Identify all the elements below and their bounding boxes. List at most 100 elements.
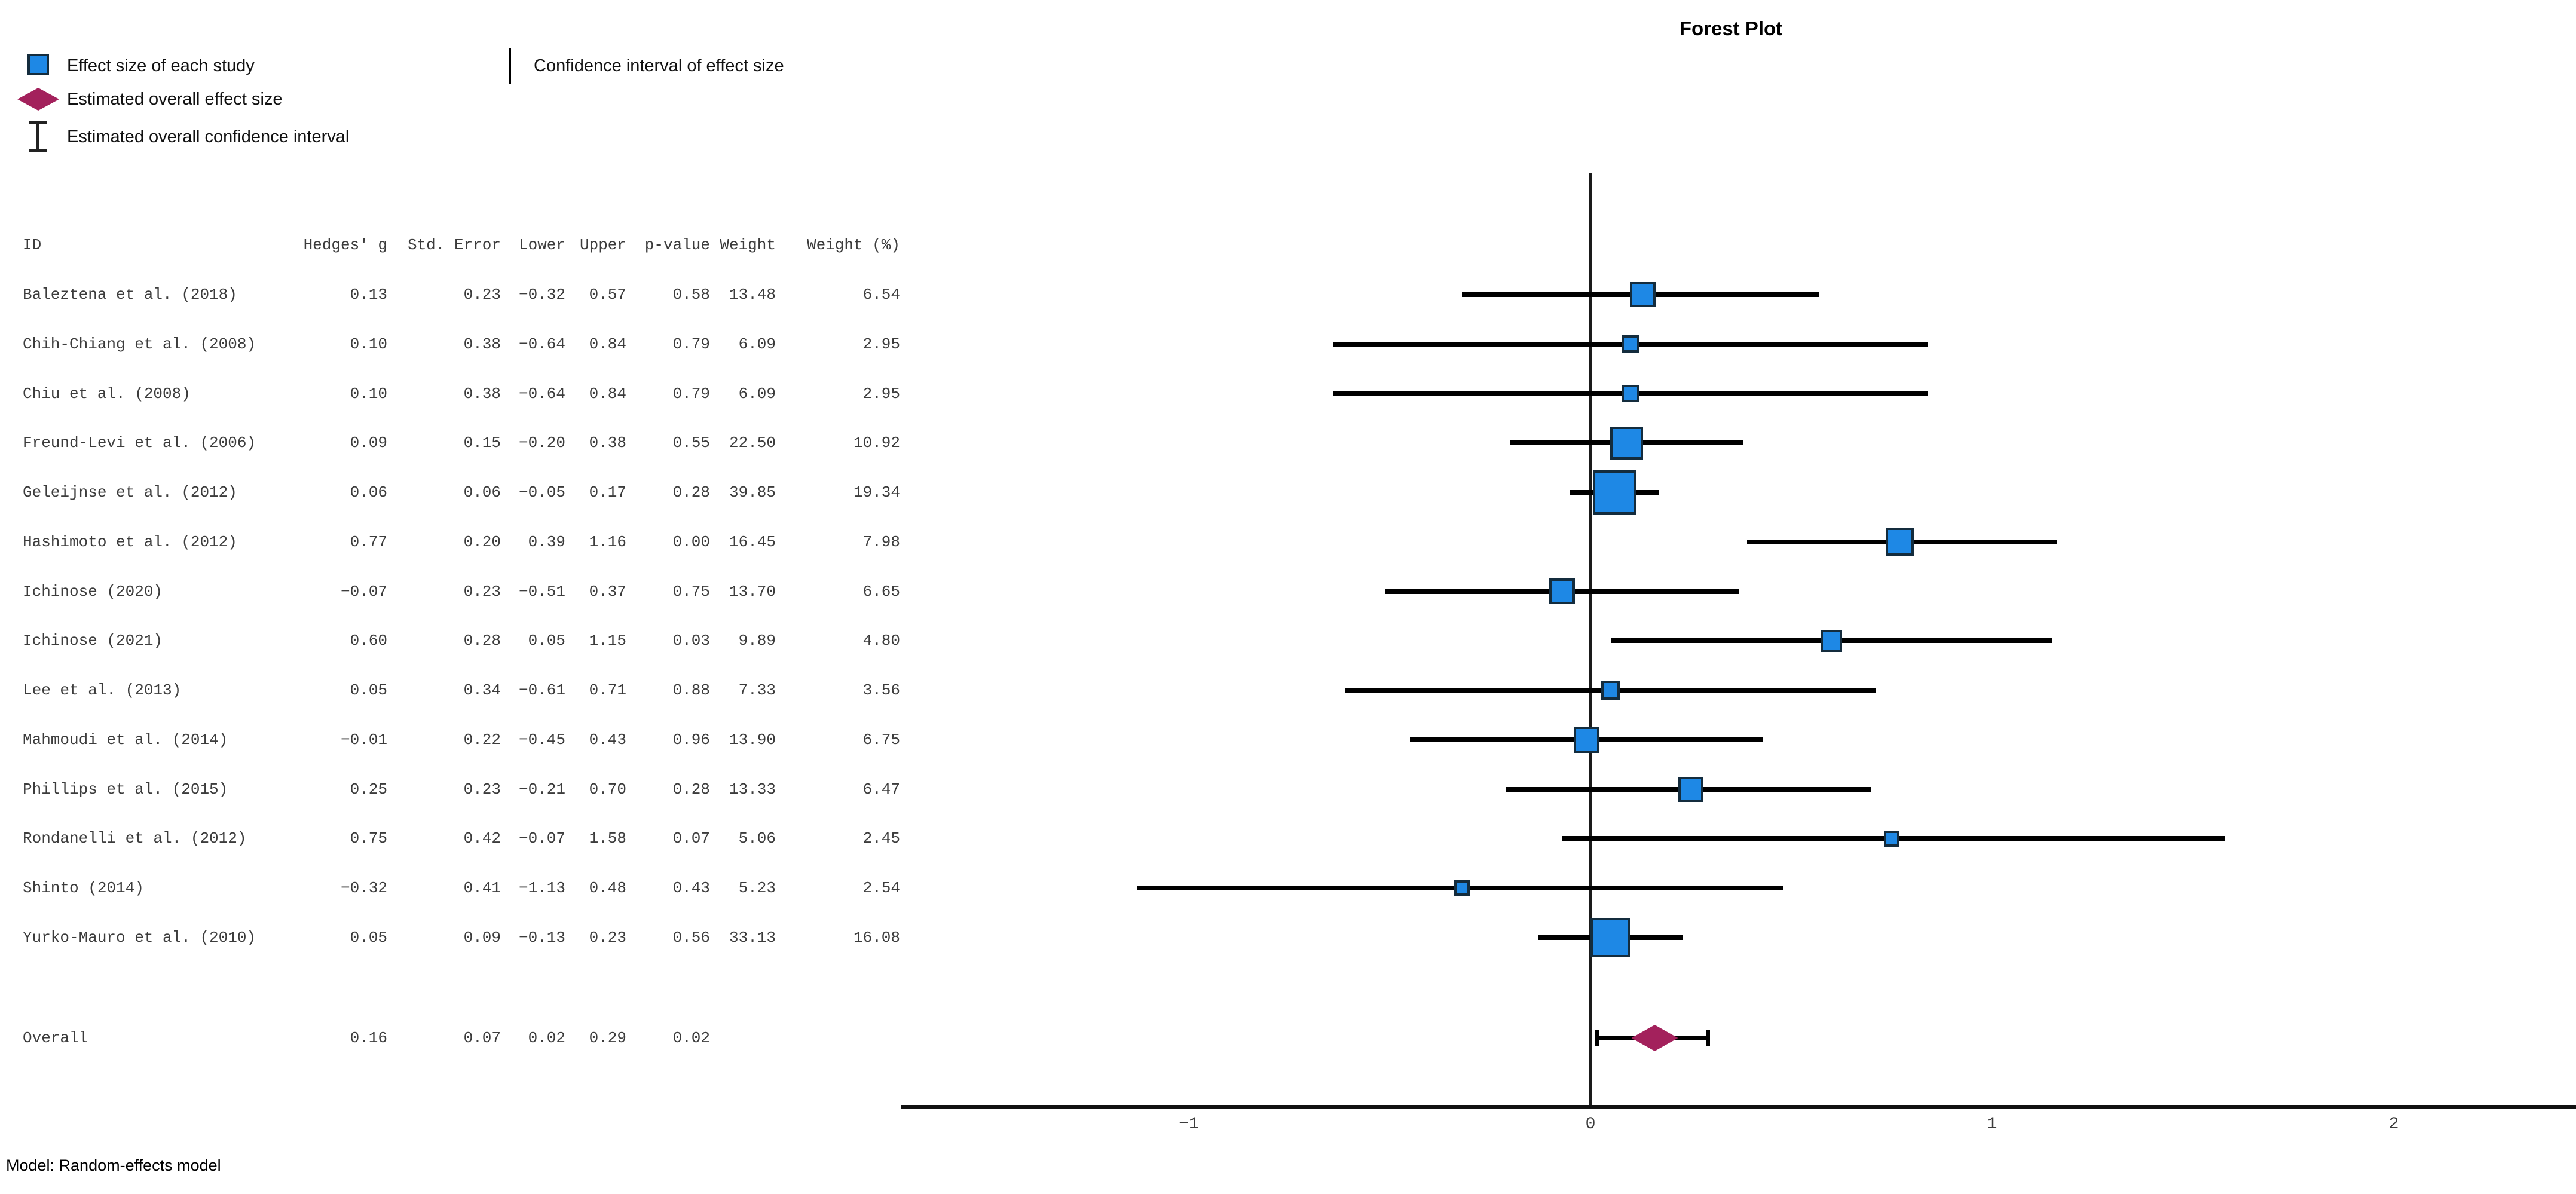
overall-ci-ibeam-icon <box>27 121 48 152</box>
zero-reference-line <box>1589 173 1592 1107</box>
table-cell: −0.61 <box>518 681 565 700</box>
table-cell: 0.39 <box>528 532 565 551</box>
table-cell: 0.20 <box>463 532 501 551</box>
table-cell: Hashimoto et al. (2012) <box>23 532 237 551</box>
column-header-id: ID <box>23 236 42 254</box>
study-effect-square <box>1630 281 1656 308</box>
confidence-interval-line-icon <box>509 48 511 84</box>
overall-ci-right-cap <box>1706 1030 1710 1046</box>
table-row: Geleijnse et al. (2012) 0.06 0.06 −0.05 0.17… <box>23 480 901 504</box>
table-row: Chiu et al. (2008) 0.10 0.38 −0.64 0.84 0.79 6… <box>23 382 901 406</box>
table-cell: 0.23 <box>463 780 501 798</box>
table-cell: 6.09 <box>738 384 776 403</box>
overall-diamond <box>1631 1025 1678 1051</box>
table-cell: Rondanelli et al. (2012) <box>23 829 247 848</box>
table-cell: 0.79 <box>672 384 710 403</box>
table-cell: Mahmoudi et al. (2014) <box>23 730 228 749</box>
table-cell: 0.29 <box>589 1029 626 1047</box>
table-cell: 33.13 <box>729 929 776 947</box>
table-cell: 0.28 <box>672 483 710 502</box>
table-cell: 0.38 <box>463 335 501 353</box>
table-cell: −0.32 <box>340 879 387 898</box>
study-effect-square <box>1592 470 1636 515</box>
table-cell: 0.96 <box>672 730 710 749</box>
table-cell: −0.01 <box>340 730 387 749</box>
table-cell: −0.51 <box>518 582 565 601</box>
study-effect-square <box>1885 528 1914 556</box>
x-axis-line <box>901 1105 2576 1109</box>
table-cell: 0.16 <box>350 1029 387 1047</box>
study-effect-square <box>1573 727 1599 753</box>
table-cell: 0.10 <box>350 384 387 403</box>
table-cell: 6.47 <box>862 780 900 798</box>
table-cell: 3.56 <box>862 681 900 700</box>
table-cell: 0.06 <box>463 483 501 502</box>
table-cell: Shinto (2014) <box>23 879 144 898</box>
table-cell: 0.23 <box>589 929 626 947</box>
table-cell: −0.32 <box>518 286 565 304</box>
table-cell: 0.25 <box>350 780 387 798</box>
table-cell: Overall <box>23 1029 88 1047</box>
table-cell: 2.95 <box>862 335 900 353</box>
table-cell: 0.60 <box>350 632 387 650</box>
overall-ci-left-cap <box>1595 1030 1599 1046</box>
table-cell: 0.22 <box>463 730 501 749</box>
study-effect-square <box>1622 385 1639 402</box>
table-cell: 0.00 <box>672 532 710 551</box>
study-effect-square <box>1622 335 1639 353</box>
table-row: Rondanelli et al. (2012) 0.75 0.42 −0.07 1.5… <box>23 826 901 850</box>
x-tick-label: −1 <box>1179 1115 1199 1134</box>
table-row: Mahmoudi et al. (2014) −0.01 0.22 −0.45 0.43… <box>23 728 901 752</box>
table-cell: 0.15 <box>463 434 501 452</box>
table-cell: 0.48 <box>589 879 626 898</box>
table-cell: −0.20 <box>518 434 565 452</box>
table-cell: 16.08 <box>853 929 900 947</box>
table-cell: 6.65 <box>862 582 900 601</box>
table-cell: 5.23 <box>738 879 776 898</box>
table-cell: 0.37 <box>589 582 626 601</box>
study-effect-square <box>1454 880 1470 896</box>
table-cell: 5.06 <box>738 829 776 848</box>
table-cell: 4.80 <box>862 632 900 650</box>
table-cell: 2.54 <box>862 879 900 898</box>
table-cell: −0.05 <box>518 483 565 502</box>
table-cell: 16.45 <box>729 532 776 551</box>
x-tick-label: 2 <box>2388 1115 2399 1134</box>
table-cell: 6.54 <box>862 286 900 304</box>
table-row: Shinto (2014) −0.32 0.41 −1.13 0.48 0.43 5.23 2… <box>23 876 901 900</box>
table-cell: 0.77 <box>350 532 387 551</box>
table-cell: 22.50 <box>729 434 776 452</box>
table-cell: 0.05 <box>350 681 387 700</box>
table-cell: 0.28 <box>463 632 501 650</box>
study-effect-square <box>1549 578 1575 605</box>
table-cell: 0.23 <box>463 286 501 304</box>
table-cell: 0.13 <box>350 286 387 304</box>
table-cell: 0.88 <box>672 681 710 700</box>
table-cell: 0.71 <box>589 681 626 700</box>
table-cell: 0.70 <box>589 780 626 798</box>
table-cell: 0.38 <box>589 434 626 452</box>
x-tick-label: 0 <box>1585 1115 1596 1134</box>
legend-overall-effect-label: Estimated overall effect size <box>67 90 283 109</box>
column-header-upper: Upper <box>579 236 626 254</box>
overall-effect-diamond-icon <box>17 88 59 111</box>
table-cell: −0.64 <box>518 335 565 353</box>
table-cell: −0.64 <box>518 384 565 403</box>
table-cell: Ichinose (2021) <box>23 632 163 650</box>
table-cell: 1.15 <box>589 632 626 650</box>
table-cell: 0.38 <box>463 384 501 403</box>
study-effect-square <box>1601 681 1620 700</box>
table-cell: Lee et al. (2013) <box>23 681 182 700</box>
table-cell: 6.09 <box>738 335 776 353</box>
table-cell: 0.02 <box>672 1029 710 1047</box>
table-row-overall: Overall 0.16 0.07 0.02 0.29 0.02 <box>23 1026 901 1050</box>
table-cell: 0.55 <box>672 434 710 452</box>
model-note: Model: Random-effects model <box>6 1156 221 1174</box>
table-cell: 2.45 <box>862 829 900 848</box>
table-row: Yurko-Mauro et al. (2010) 0.05 0.09 −0.13 0.… <box>23 926 901 950</box>
table-row: Lee et al. (2013) 0.05 0.34 −0.61 0.71 0.88 7.… <box>23 678 901 702</box>
table-cell: Geleijnse et al. (2012) <box>23 483 237 502</box>
table-cell: 0.06 <box>350 483 387 502</box>
table-cell: 0.43 <box>672 879 710 898</box>
